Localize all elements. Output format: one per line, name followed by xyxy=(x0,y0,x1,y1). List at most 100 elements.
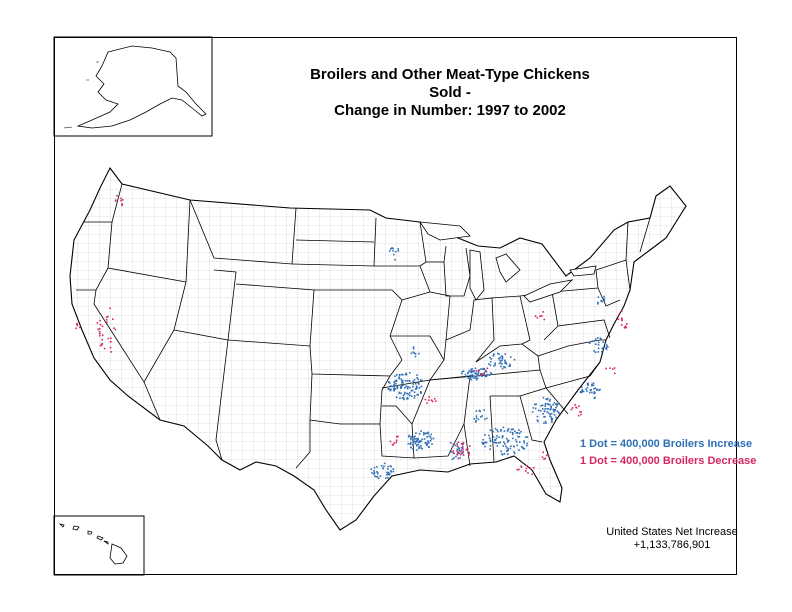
increase-dot xyxy=(496,445,499,447)
increase-dot xyxy=(543,422,545,424)
increase-dot xyxy=(518,449,520,451)
increase-dot xyxy=(507,449,509,452)
decrease-dot xyxy=(452,443,455,445)
increase-dot xyxy=(502,435,504,438)
increase-dot xyxy=(417,394,419,396)
decrease-dot xyxy=(543,458,545,460)
increase-dot xyxy=(603,298,605,300)
decrease-dot xyxy=(433,398,436,400)
increase-dot xyxy=(407,386,409,388)
increase-dot xyxy=(489,445,492,447)
increase-dot xyxy=(398,376,400,379)
decrease-dot xyxy=(485,370,488,373)
decrease-dot xyxy=(101,343,104,345)
decrease-dot xyxy=(570,408,573,411)
increase-dot xyxy=(607,346,609,348)
decrease-dot xyxy=(113,327,115,329)
decrease-dot xyxy=(99,319,101,322)
increase-dot xyxy=(376,472,379,475)
increase-dot xyxy=(414,438,416,440)
increase-dot xyxy=(494,439,497,441)
increase-dot xyxy=(497,442,500,444)
decrease-dot xyxy=(79,326,81,329)
increase-dot xyxy=(489,364,492,367)
increase-dot xyxy=(501,359,503,362)
increase-dot xyxy=(465,375,468,377)
increase-dot xyxy=(414,440,417,443)
increase-dot xyxy=(469,375,472,377)
increase-dot xyxy=(417,443,420,446)
increase-dot xyxy=(552,408,554,411)
increase-dot xyxy=(411,389,414,392)
decrease-dot xyxy=(101,325,104,328)
increase-dot xyxy=(598,389,600,392)
increase-dot xyxy=(418,433,421,435)
decrease-dot xyxy=(99,332,101,335)
hawaii-islands xyxy=(58,523,128,565)
decrease-dot xyxy=(462,454,465,456)
increase-dot xyxy=(552,403,554,406)
decrease-dot xyxy=(110,341,112,343)
decrease-dot xyxy=(393,442,396,444)
increase-dot xyxy=(489,429,492,432)
increase-dot xyxy=(429,440,432,442)
increase-dot xyxy=(593,340,596,342)
increase-dot xyxy=(582,390,585,393)
increase-dot xyxy=(409,386,411,389)
decrease-dot xyxy=(516,468,519,471)
increase-dot xyxy=(494,364,497,366)
increase-dot xyxy=(550,412,553,415)
increase-dot xyxy=(417,378,419,381)
increase-dot xyxy=(459,457,461,459)
increase-dot xyxy=(504,359,506,362)
increase-dot xyxy=(481,373,484,375)
increase-dot xyxy=(544,408,546,410)
increase-dot xyxy=(485,441,488,444)
increase-dot xyxy=(500,428,502,431)
increase-dot xyxy=(581,389,584,391)
increase-dot xyxy=(398,373,401,376)
increase-dot xyxy=(579,390,582,393)
increase-dot xyxy=(503,366,505,368)
increase-dot xyxy=(585,388,587,390)
increase-dot xyxy=(544,415,546,418)
increase-dot xyxy=(376,471,378,473)
increase-dot xyxy=(602,347,604,350)
decrease-dot xyxy=(617,318,620,321)
increase-dot xyxy=(392,468,395,470)
increase-dot xyxy=(512,428,514,431)
increase-dot xyxy=(404,386,406,389)
decrease-dot xyxy=(99,323,102,326)
increase-dot xyxy=(532,407,535,409)
decrease-dot xyxy=(75,327,77,330)
increase-dot xyxy=(507,428,509,431)
decrease-dot xyxy=(580,413,582,416)
increase-dot xyxy=(380,465,383,467)
increase-dot xyxy=(602,341,605,343)
increase-dot xyxy=(387,477,389,479)
increase-dot xyxy=(396,387,399,389)
increase-dot xyxy=(513,452,516,455)
increase-dot xyxy=(458,449,460,452)
increase-dot xyxy=(556,410,559,413)
increase-dot xyxy=(394,250,397,253)
increase-dot xyxy=(382,467,384,469)
increase-dot xyxy=(415,449,418,451)
increase-dot xyxy=(412,346,415,348)
decrease-dot xyxy=(106,321,108,324)
increase-dot xyxy=(475,419,477,422)
increase-dot xyxy=(483,372,485,374)
increase-dot xyxy=(475,410,478,412)
decrease-dot xyxy=(105,319,108,321)
decrease-dot xyxy=(529,467,531,469)
increase-dot xyxy=(558,412,560,415)
increase-dot xyxy=(393,387,396,390)
increase-dot xyxy=(545,422,547,424)
increase-dot xyxy=(477,371,480,374)
increase-dot xyxy=(597,347,600,350)
increase-dot xyxy=(425,442,428,444)
increase-dot xyxy=(398,374,401,377)
decrease-dot xyxy=(114,200,117,202)
increase-dot xyxy=(392,249,394,252)
increase-dot xyxy=(557,403,559,405)
